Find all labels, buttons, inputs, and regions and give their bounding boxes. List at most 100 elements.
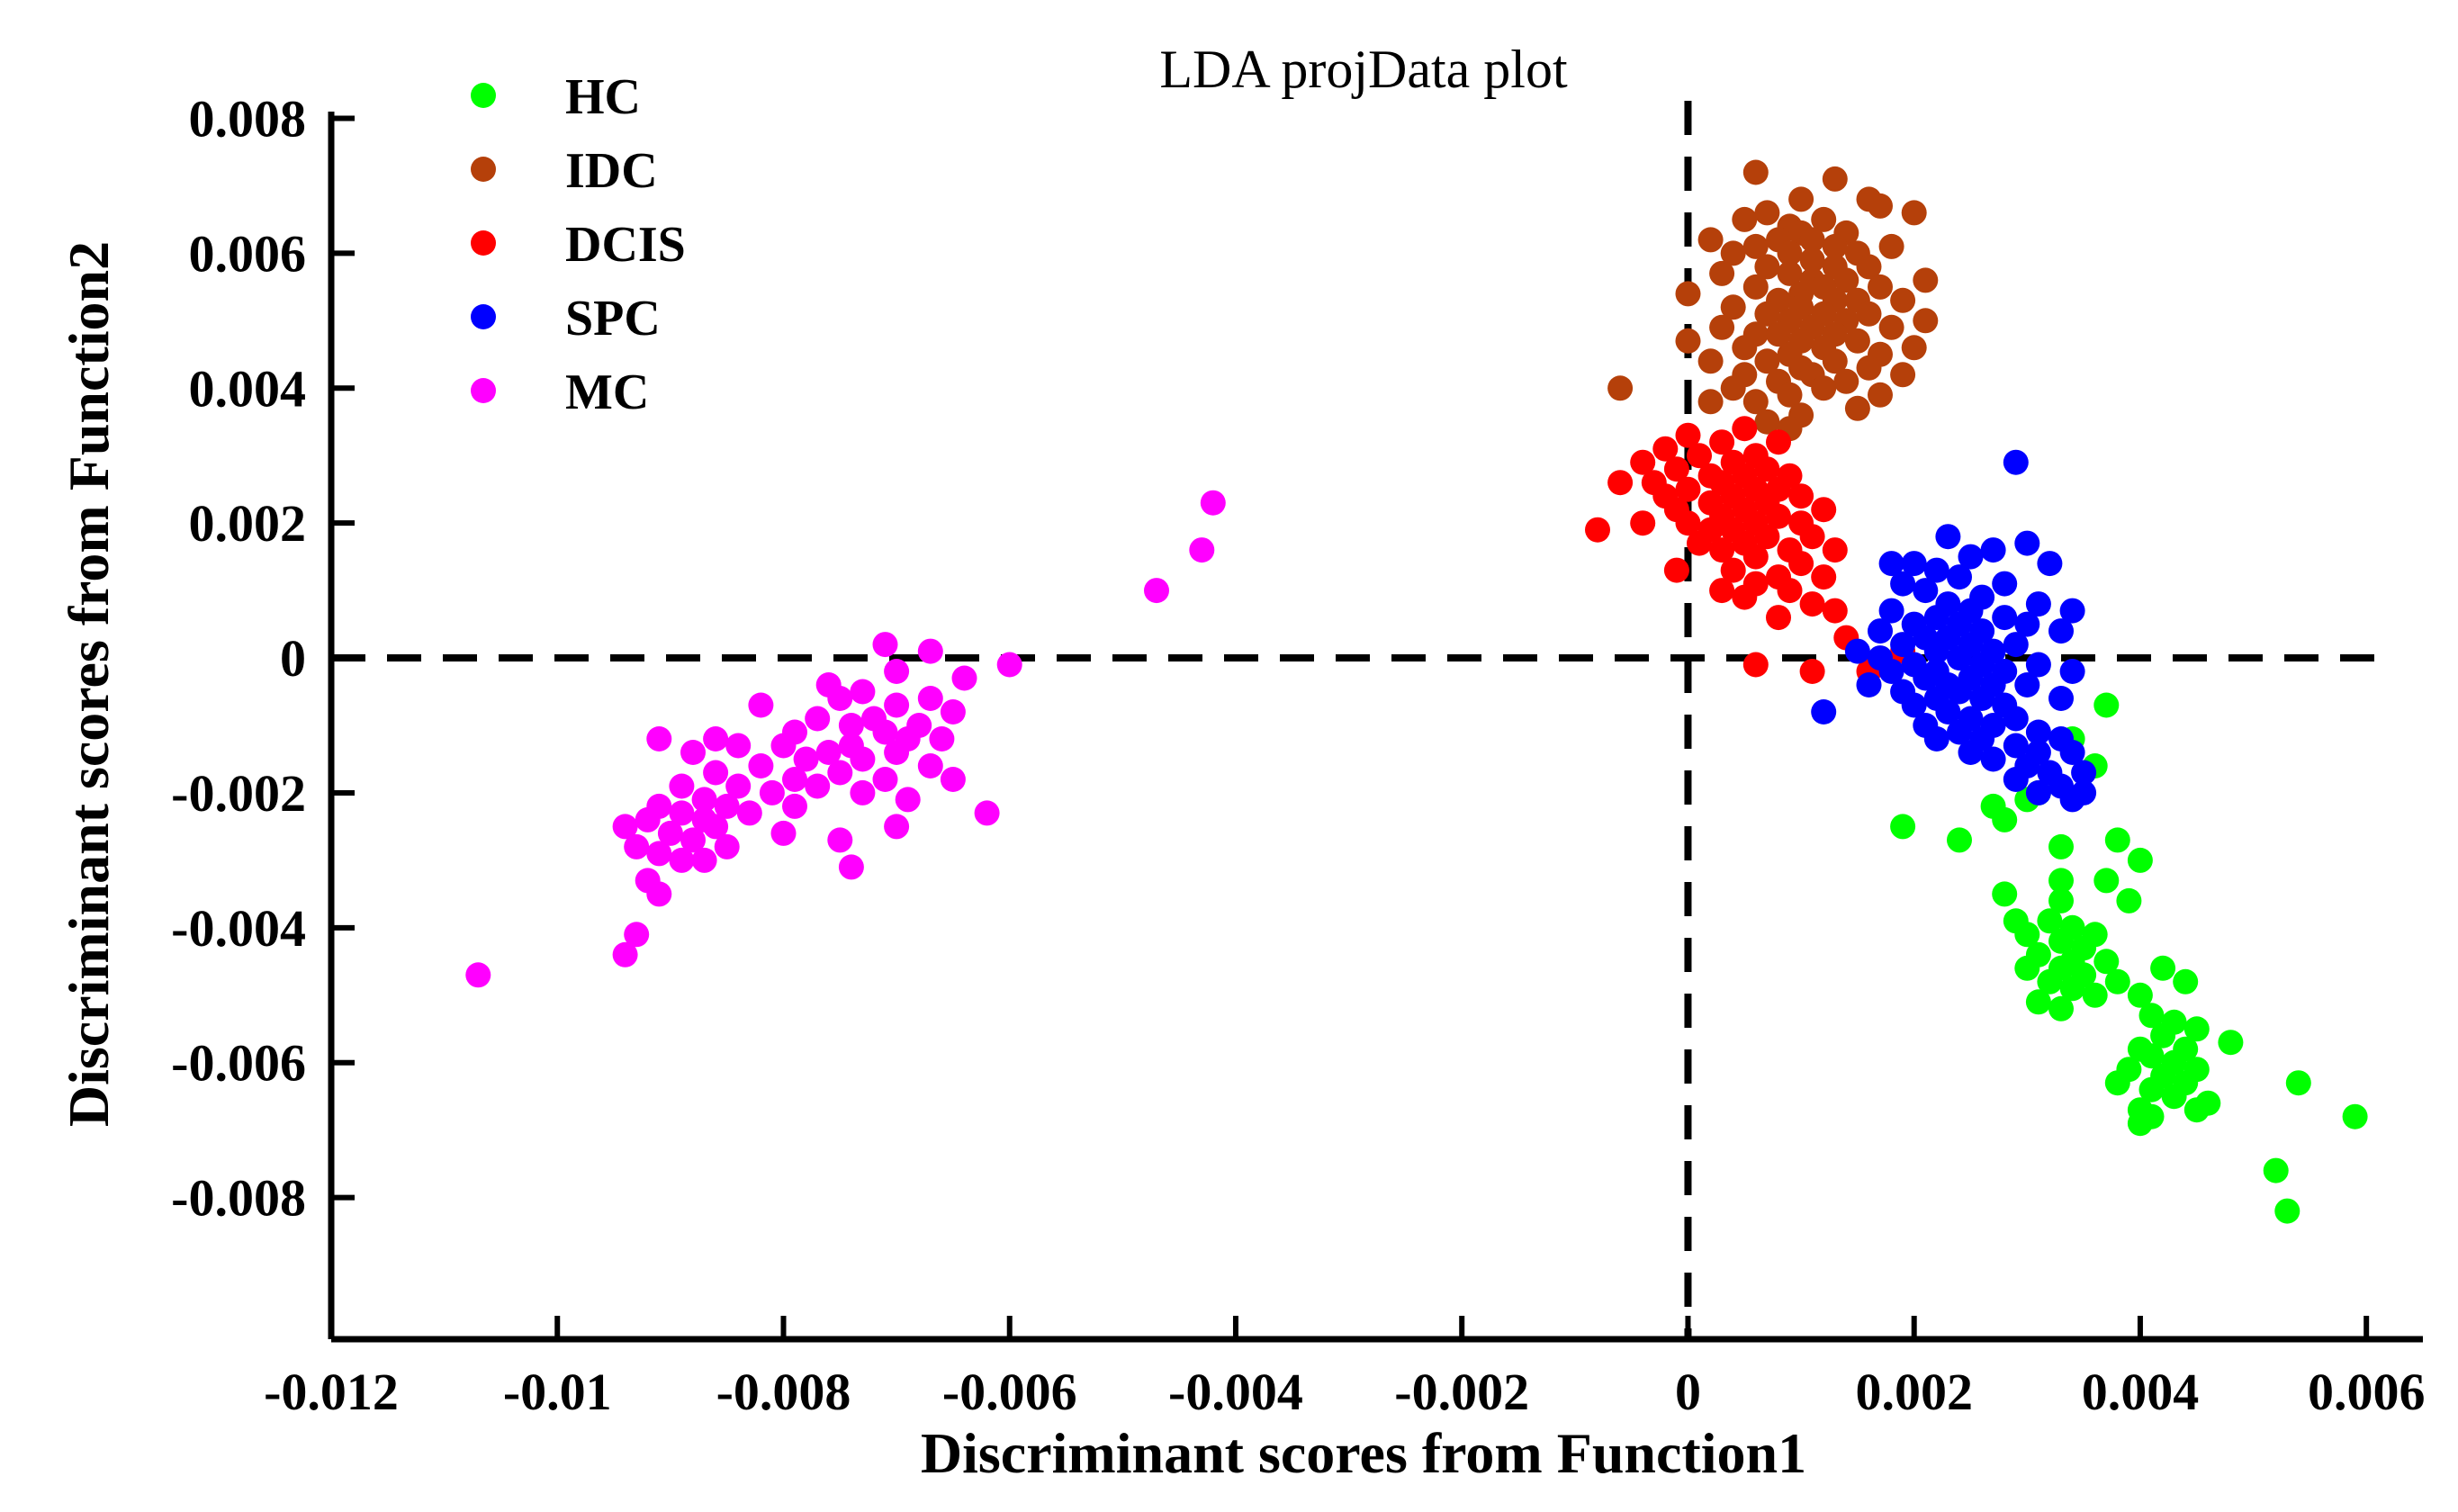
data-point xyxy=(1709,429,1735,455)
data-point xyxy=(895,787,921,813)
data-point xyxy=(1788,186,1814,212)
data-point xyxy=(1868,618,1893,644)
data-point xyxy=(1697,348,1724,374)
data-point xyxy=(1697,389,1724,415)
data-point xyxy=(1709,537,1735,563)
x-tick-label: 0.006 xyxy=(2308,1363,2426,1421)
data-point xyxy=(2104,1070,2130,1096)
data-point xyxy=(2059,976,2085,1002)
data-point xyxy=(951,665,977,691)
data-point xyxy=(2025,652,2051,678)
data-point xyxy=(1200,490,1226,516)
data-point xyxy=(2037,908,2063,934)
data-point xyxy=(2003,767,2029,792)
data-point xyxy=(748,753,774,778)
data-point xyxy=(2003,706,2029,732)
x-tick-label: -0.008 xyxy=(716,1363,851,1421)
data-point xyxy=(1777,578,1803,604)
data-point xyxy=(680,740,706,765)
data-point xyxy=(1844,328,1870,354)
data-point xyxy=(1878,659,1904,684)
data-point xyxy=(2093,692,2120,718)
legend-label-hc: HC xyxy=(565,69,641,125)
y-tick-label: -0.002 xyxy=(171,764,306,823)
data-point xyxy=(1777,260,1803,286)
data-point xyxy=(872,632,898,658)
data-point xyxy=(1856,254,1882,280)
data-point xyxy=(1822,598,1848,624)
x-tick-label: -0.012 xyxy=(264,1363,399,1421)
data-point xyxy=(1947,679,1972,705)
data-point xyxy=(1890,632,1916,658)
data-point xyxy=(1947,719,1972,745)
data-point xyxy=(725,733,752,759)
y-tick-label: 0.006 xyxy=(189,224,307,283)
data-point xyxy=(1822,233,1848,259)
data-point xyxy=(1675,422,1701,448)
x-tick-label: -0.002 xyxy=(1394,1363,1529,1421)
y-tick-label: 0.002 xyxy=(189,494,307,553)
data-point xyxy=(1766,321,1791,347)
data-point xyxy=(1980,746,2006,772)
data-point xyxy=(1868,274,1893,300)
data-point xyxy=(1742,233,1769,259)
y-tick-label: 0.008 xyxy=(189,89,307,148)
data-point xyxy=(1720,294,1746,320)
data-point xyxy=(1788,483,1814,509)
data-point xyxy=(1833,267,1859,293)
data-point xyxy=(2150,1022,2176,1048)
data-point xyxy=(2003,632,2029,658)
data-point xyxy=(1923,638,1949,664)
chart-title: LDA projData plot xyxy=(1159,40,1568,99)
data-point xyxy=(1777,382,1803,408)
y-tick-label: -0.006 xyxy=(171,1034,306,1093)
data-point xyxy=(884,814,910,840)
data-point xyxy=(2014,955,2040,981)
data-point xyxy=(1675,476,1701,502)
legend-label-dcis: DCIS xyxy=(565,217,686,273)
data-point xyxy=(1732,206,1758,232)
data-point xyxy=(2025,989,2051,1015)
data-point xyxy=(974,800,1000,826)
data-point xyxy=(2059,659,2085,684)
data-point xyxy=(805,706,831,732)
data-point xyxy=(815,740,842,765)
data-point xyxy=(759,779,785,806)
x-axis-title: Discriminant scores from Function1 xyxy=(921,1421,1806,1485)
data-point xyxy=(1766,429,1791,455)
data-point xyxy=(1720,375,1746,401)
data-point xyxy=(884,740,910,765)
data-point xyxy=(1754,524,1780,550)
data-point xyxy=(703,726,729,752)
y-tick-label: 0.004 xyxy=(189,359,307,418)
data-point xyxy=(827,827,853,853)
legend: HC IDC DCIS SPC MC xyxy=(471,69,686,420)
data-point xyxy=(1923,557,1949,583)
data-point xyxy=(1856,355,1882,381)
data-point xyxy=(1935,524,1961,550)
data-point xyxy=(1754,409,1780,435)
data-point xyxy=(1799,524,1825,550)
data-point xyxy=(2104,968,2130,994)
data-point xyxy=(2003,449,2029,475)
data-point xyxy=(1675,281,1701,307)
data-point xyxy=(2161,1084,2187,1110)
x-tick-label: 0.002 xyxy=(1855,1363,1973,1421)
data-point xyxy=(2071,760,2097,786)
data-point xyxy=(2014,672,2040,698)
data-point xyxy=(2048,995,2074,1022)
data-point xyxy=(1811,206,1837,232)
data-point xyxy=(1992,571,2018,597)
data-point xyxy=(2048,618,2074,644)
data-point xyxy=(1901,335,1927,361)
data-point xyxy=(1777,240,1803,266)
data-point xyxy=(1992,605,2018,631)
data-point xyxy=(1913,665,1939,691)
data-point xyxy=(2093,868,2120,894)
data-point xyxy=(1732,416,1758,442)
data-point xyxy=(1742,652,1769,678)
data-point xyxy=(1822,537,1848,563)
data-point xyxy=(1856,672,1882,698)
data-point xyxy=(624,922,650,948)
y-tick-label: -0.004 xyxy=(171,899,306,958)
